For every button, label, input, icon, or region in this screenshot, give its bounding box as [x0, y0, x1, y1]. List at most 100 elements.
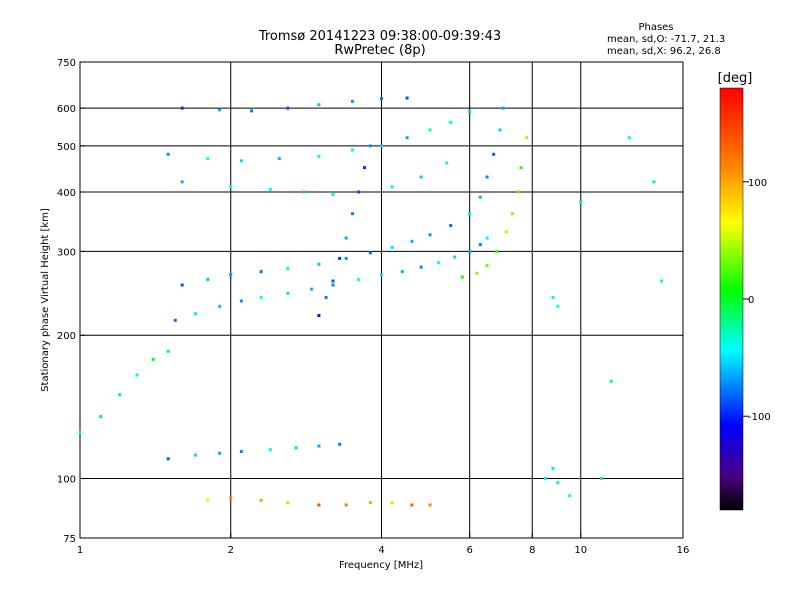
data-point — [504, 230, 508, 234]
data-point — [419, 175, 423, 179]
stats-o-mode: mean, sd,O: -71.7, 21.3 — [607, 34, 725, 45]
data-point — [259, 270, 263, 274]
x-axis-label: Frequency [MHz] — [339, 560, 423, 571]
data-point — [350, 148, 354, 152]
x-tick-label: 8 — [529, 545, 535, 556]
data-point — [350, 212, 354, 216]
data-point — [317, 103, 321, 107]
data-point — [390, 501, 394, 505]
data-point — [495, 249, 499, 253]
data-point — [193, 453, 197, 457]
x-tick-label: 10 — [574, 545, 587, 556]
data-point — [609, 379, 613, 383]
data-point — [206, 498, 210, 502]
x-tick-label: 16 — [677, 545, 690, 556]
data-point — [193, 312, 197, 316]
data-point — [380, 144, 383, 148]
data-point — [239, 449, 243, 453]
data-point — [405, 96, 409, 100]
data-point — [380, 97, 383, 101]
x-tick-label: 2 — [228, 545, 234, 556]
data-point — [277, 157, 281, 161]
data-point — [419, 265, 423, 269]
data-point — [259, 296, 263, 300]
data-point — [259, 498, 263, 502]
y-tick-label: 500 — [57, 142, 76, 153]
y-tick-label: 200 — [57, 331, 76, 342]
data-point — [468, 249, 472, 253]
data-point — [166, 349, 170, 353]
chart-title: Tromsø 20141223 09:38:00-09:39:43 — [258, 29, 501, 44]
data-point — [317, 444, 321, 448]
data-point — [331, 193, 335, 197]
data-point — [363, 166, 367, 170]
data-point — [368, 144, 372, 148]
data-point — [286, 291, 290, 295]
data-point — [180, 283, 184, 287]
data-point — [368, 501, 372, 505]
data-point — [317, 503, 321, 507]
data-point — [206, 157, 210, 161]
data-point — [368, 251, 372, 255]
data-point — [239, 159, 243, 163]
data-point — [239, 299, 243, 303]
data-point — [485, 236, 489, 240]
data-point — [331, 283, 335, 287]
data-point — [660, 279, 664, 283]
stats-heading: Phases — [638, 22, 673, 33]
data-point — [468, 212, 472, 216]
y-axis-label: Stationary phase Virtual Height [km] — [40, 208, 51, 392]
data-point — [180, 106, 184, 110]
data-point — [428, 128, 432, 132]
data-point — [286, 106, 290, 110]
data-point — [652, 180, 656, 184]
data-point — [437, 261, 441, 265]
x-tick-label: 6 — [466, 545, 472, 556]
data-point — [357, 277, 361, 281]
data-point — [485, 175, 489, 179]
data-point — [338, 256, 342, 260]
data-point — [600, 477, 604, 481]
data-point — [516, 190, 520, 194]
data-point — [344, 503, 348, 507]
data-point — [310, 287, 314, 291]
data-point — [206, 277, 210, 281]
data-point — [135, 373, 139, 377]
data-point — [317, 314, 321, 318]
data-point — [498, 128, 502, 132]
data-point — [627, 136, 631, 140]
data-point — [344, 236, 348, 240]
y-tick-label: 750 — [57, 58, 76, 69]
data-point — [519, 166, 523, 170]
data-point — [525, 136, 529, 140]
data-point — [468, 110, 472, 114]
data-point — [390, 245, 394, 249]
y-tick-label: 400 — [57, 188, 76, 199]
data-point — [492, 152, 496, 156]
colorbar-tick-label: 100 — [748, 178, 767, 189]
data-point — [229, 273, 233, 277]
data-point — [317, 262, 321, 266]
data-point — [99, 414, 103, 418]
data-point — [478, 243, 482, 247]
data-point — [350, 99, 354, 103]
data-point — [286, 267, 290, 271]
data-point — [556, 481, 560, 485]
data-point — [445, 161, 449, 165]
data-point — [568, 494, 572, 498]
data-point — [485, 264, 489, 268]
data-point — [449, 224, 453, 228]
colorbar-tick-label: 0 — [748, 295, 754, 306]
data-point — [551, 296, 555, 300]
data-point — [449, 120, 453, 124]
colorbar-tick-label: -100 — [748, 412, 771, 423]
data-point — [331, 279, 335, 283]
data-point — [344, 256, 348, 260]
data-point — [410, 503, 414, 507]
data-point — [166, 152, 170, 156]
data-point — [78, 430, 82, 434]
data-point — [543, 477, 547, 481]
data-point — [286, 501, 290, 505]
data-point — [405, 136, 409, 140]
